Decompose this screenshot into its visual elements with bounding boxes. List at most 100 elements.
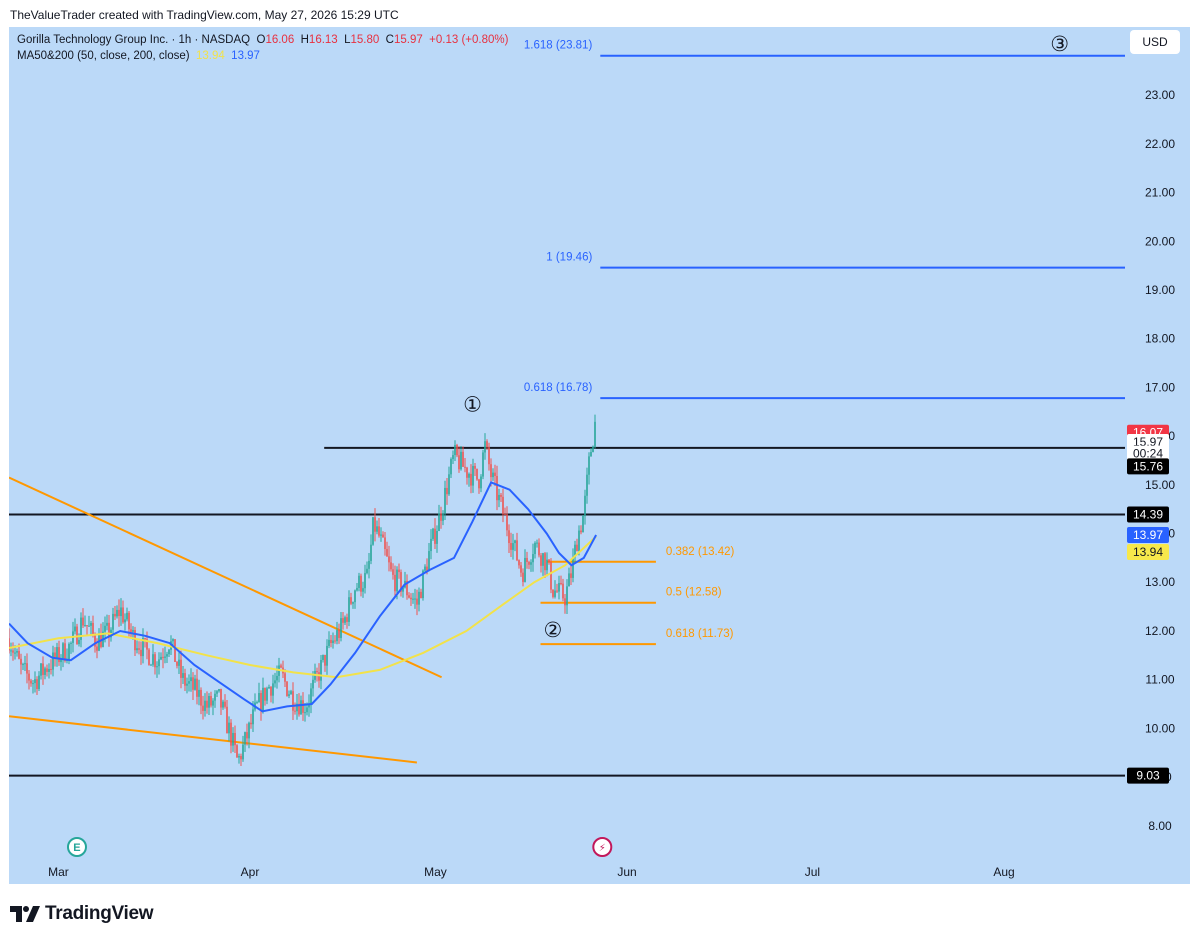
candle-body bbox=[482, 452, 484, 477]
candle-body bbox=[268, 687, 270, 689]
candle-body bbox=[342, 618, 344, 623]
candle-body bbox=[308, 703, 310, 708]
price-tag-bg bbox=[1127, 527, 1169, 544]
x-tick-label: Mar bbox=[48, 865, 69, 879]
candle-body bbox=[58, 647, 60, 663]
candle-body bbox=[126, 612, 128, 620]
candle-body bbox=[150, 664, 152, 666]
candle-body bbox=[564, 598, 566, 606]
candle-body bbox=[96, 646, 98, 651]
price-chart[interactable]: 0.618 (16.78) 1 (19.46) 1.618 (23.81) 0.382… bbox=[9, 27, 1190, 884]
candle-body bbox=[46, 668, 48, 672]
open-value: 16.06 bbox=[265, 34, 295, 46]
ma-indicator-label[interactable]: MA50&200 (50, close, 200, close) bbox=[17, 50, 190, 62]
candle-body bbox=[510, 543, 512, 550]
y-tick-label: 19.00 bbox=[1145, 283, 1175, 297]
candle-body bbox=[512, 543, 514, 550]
candle-body bbox=[558, 583, 560, 592]
candle-body bbox=[396, 569, 398, 592]
candle-body bbox=[574, 544, 576, 558]
price-tag-bg bbox=[1127, 544, 1169, 561]
candle-body bbox=[328, 639, 330, 646]
candle-body bbox=[248, 722, 250, 739]
candle-body bbox=[546, 559, 548, 571]
candle-body bbox=[472, 465, 474, 486]
candle-body bbox=[234, 732, 236, 746]
candle-body bbox=[554, 590, 556, 597]
candle-body bbox=[302, 700, 304, 713]
candle-body bbox=[38, 675, 40, 689]
chart-frame[interactable]: 0.618 (16.78) 1 (19.46) 1.618 (23.81) 0.382… bbox=[9, 27, 1190, 884]
candle-body bbox=[530, 562, 532, 565]
candle-body bbox=[172, 639, 174, 642]
candle-body bbox=[250, 722, 252, 725]
candle-body bbox=[194, 678, 196, 690]
candle-body bbox=[444, 487, 446, 514]
y-tick-label: 23.00 bbox=[1145, 88, 1175, 102]
candle-body bbox=[114, 613, 116, 617]
symbol-name[interactable]: Gorilla Technology Group Inc. · 1h · NAS… bbox=[17, 34, 251, 46]
candle-body bbox=[140, 649, 142, 657]
candle-body bbox=[180, 659, 182, 678]
candle-body bbox=[288, 694, 290, 696]
candle-body bbox=[36, 679, 38, 689]
y-tick-label: 21.00 bbox=[1145, 186, 1175, 200]
candle-body bbox=[586, 474, 588, 496]
fib-retracement-label: 0.382 (13.42) bbox=[666, 546, 735, 558]
candle-body bbox=[440, 513, 442, 521]
x-tick-label: May bbox=[424, 865, 447, 879]
candle-body bbox=[378, 526, 380, 536]
candle-body bbox=[498, 494, 500, 501]
candle-body bbox=[120, 607, 122, 617]
candle-body bbox=[10, 650, 12, 652]
candle-body bbox=[50, 668, 52, 670]
chart-caption: TheValueTrader created with TradingView.… bbox=[10, 8, 399, 22]
candle-body bbox=[450, 459, 452, 475]
candle-body bbox=[528, 561, 530, 565]
candle-body bbox=[592, 446, 594, 453]
currency-button[interactable]: USD bbox=[1130, 30, 1180, 54]
price-tag-label: 14.39 bbox=[1133, 508, 1163, 522]
candle-body bbox=[154, 654, 156, 668]
candle-body bbox=[286, 681, 288, 696]
candle-body bbox=[208, 696, 210, 708]
candle-body bbox=[422, 570, 424, 599]
candle-body bbox=[548, 559, 550, 563]
candle-body bbox=[60, 658, 62, 663]
candle-body bbox=[300, 700, 302, 715]
event-label: ⚡ bbox=[599, 843, 606, 854]
candle-body bbox=[12, 650, 14, 653]
candle-body bbox=[402, 587, 404, 592]
candle-body bbox=[506, 514, 508, 531]
candle-body bbox=[464, 466, 466, 468]
candle-body bbox=[214, 693, 216, 701]
candle-body bbox=[412, 598, 414, 600]
legend-symbol-row: Gorilla Technology Group Inc. · 1h · NAS… bbox=[17, 34, 508, 46]
ma50-value: 13.97 bbox=[231, 50, 260, 62]
candle-body bbox=[426, 566, 428, 572]
candle-body bbox=[414, 598, 416, 600]
earnings-label: E bbox=[73, 842, 80, 854]
candle-body bbox=[200, 689, 202, 706]
candle-body bbox=[260, 693, 262, 711]
candle-body bbox=[456, 445, 458, 456]
candle-body bbox=[128, 612, 130, 630]
candle-body bbox=[384, 537, 386, 550]
candle-body bbox=[240, 756, 242, 760]
candle-body bbox=[312, 679, 314, 689]
candle-body bbox=[258, 693, 260, 703]
candle-body bbox=[9, 638, 10, 651]
candle-body bbox=[216, 691, 218, 694]
candle-body bbox=[186, 683, 188, 686]
y-tick-label: 10.00 bbox=[1145, 721, 1175, 735]
ma200-value: 13.94 bbox=[196, 50, 225, 62]
candle-body bbox=[238, 756, 240, 758]
candle-body bbox=[474, 465, 476, 469]
candle-body bbox=[144, 637, 146, 640]
candle-body bbox=[580, 530, 582, 533]
candle-body bbox=[520, 565, 522, 573]
candle-body bbox=[142, 637, 144, 657]
candle-body bbox=[70, 642, 72, 644]
candle-body bbox=[296, 703, 298, 712]
candle-body bbox=[118, 609, 120, 617]
